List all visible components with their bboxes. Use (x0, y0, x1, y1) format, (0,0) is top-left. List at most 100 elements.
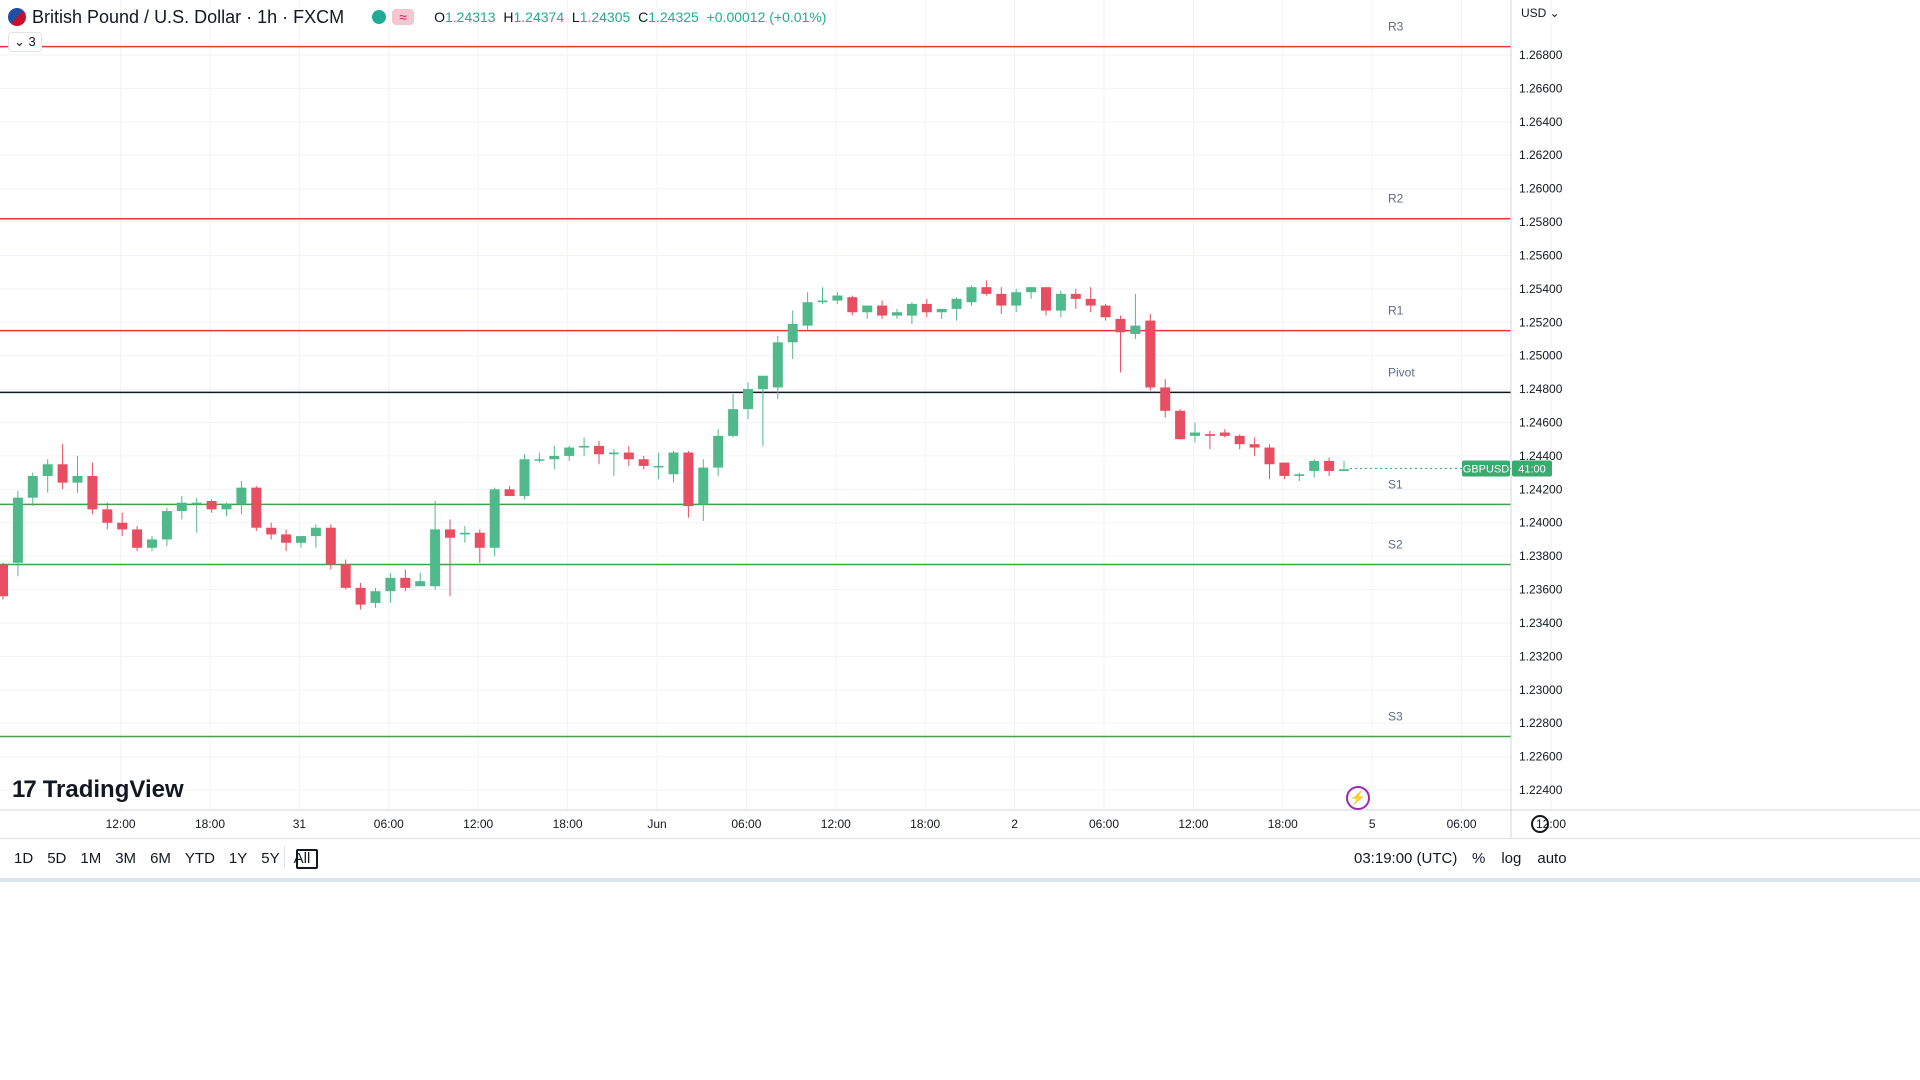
price-tick-label: 1.25200 (1519, 315, 1563, 329)
level-label-r3: R3 (1388, 20, 1404, 34)
candle-body (385, 577, 396, 592)
time-tick-label: 2 (1011, 817, 1018, 831)
range-ytd[interactable]: YTD (184, 850, 215, 867)
candle-body (847, 297, 858, 313)
level-label-r1: R1 (1388, 304, 1404, 318)
price-tick-label: 1.22400 (1519, 783, 1563, 797)
candle-body (743, 389, 753, 410)
percent-toggle[interactable]: % (1472, 850, 1486, 867)
candle-body (355, 587, 366, 605)
candle-body (251, 487, 262, 528)
candle-body (132, 529, 143, 548)
go-to-date-icon[interactable] (296, 849, 318, 869)
currency-selector[interactable]: USD ⌄ (1521, 6, 1560, 20)
candle-body (1145, 320, 1156, 388)
time-tick-label: 12:00 (821, 817, 851, 831)
candle-body (653, 465, 664, 468)
candle-body (534, 459, 545, 461)
candle-body (281, 534, 292, 543)
candle-body (1070, 293, 1081, 299)
indicators-toggle[interactable]: ⌄ 3 (8, 32, 42, 52)
candle-body (0, 564, 8, 597)
candle-body (474, 532, 485, 548)
candle-body (176, 502, 187, 512)
change-value: +0.00012 (+0.01%) (706, 9, 827, 25)
candle-body (430, 529, 441, 587)
lightning-icon[interactable]: ⚡ (1346, 786, 1370, 810)
range-5y[interactable]: 5Y (261, 850, 280, 867)
candle-body (966, 287, 977, 303)
log-toggle[interactable]: log (1501, 850, 1522, 867)
delayed-data-icon[interactable]: ≈ (392, 9, 415, 25)
time-tick-label: 18:00 (910, 817, 940, 831)
candle-body (1294, 474, 1305, 476)
ohlc-readout: O1.24313 H1.24374 L1.24305 C1.24325 +0.0… (434, 9, 827, 25)
candle-body (206, 501, 217, 510)
price-tick-label: 1.26600 (1519, 81, 1563, 95)
candle-body (1190, 432, 1200, 436)
candle-body (579, 445, 590, 448)
candle-body (1219, 432, 1230, 436)
candle-body (757, 375, 768, 390)
high-value: 1.24374 (513, 9, 565, 25)
range-5d[interactable]: 5D (47, 850, 67, 867)
range-3m[interactable]: 3M (115, 850, 137, 867)
time-tick-label: 18:00 (195, 817, 225, 831)
candle-body (862, 305, 873, 313)
auto-toggle[interactable]: auto (1537, 850, 1567, 867)
candle-body (1041, 287, 1051, 311)
time-tick-label: 31 (293, 817, 307, 831)
candle-body (564, 447, 575, 456)
price-tick-label: 1.23000 (1519, 683, 1563, 697)
market-open-icon[interactable] (372, 10, 387, 24)
price-tick-label: 1.24200 (1519, 482, 1563, 496)
candle-body (698, 467, 709, 505)
time-tick-label: 12:00 (463, 817, 493, 831)
level-label-r2: R2 (1388, 192, 1404, 206)
range-6m[interactable]: 6M (150, 850, 171, 867)
settings-gear-icon[interactable] (1531, 815, 1549, 833)
countdown-tag-label: 41:00 (1518, 463, 1546, 475)
close-value: 1.24325 (648, 9, 699, 25)
price-tick-label: 1.22800 (1519, 716, 1563, 730)
candle-body (370, 591, 381, 603)
countdown-tag (1512, 460, 1552, 477)
candle-body (12, 497, 23, 563)
candle-body (608, 452, 619, 455)
price-tick-label: 1.23600 (1519, 583, 1563, 597)
candle-body (415, 581, 426, 587)
candle-body (236, 487, 247, 505)
candle-body (117, 522, 128, 530)
price-tick-label: 1.24600 (1519, 416, 1563, 430)
time-tick-label: 06:00 (1089, 817, 1119, 831)
candle-body (147, 539, 157, 548)
range-1m[interactable]: 1M (80, 850, 102, 867)
candle-body (638, 459, 649, 466)
candle-body (57, 464, 68, 483)
candle-body (1026, 287, 1037, 293)
candle-body (772, 342, 783, 388)
candle-body (832, 295, 843, 301)
range-1y[interactable]: 1Y (228, 850, 248, 867)
price-tick-label: 1.25800 (1519, 215, 1563, 229)
level-label-s2: S2 (1388, 537, 1403, 551)
candle-body (1160, 387, 1171, 411)
level-label-pivot: Pivot (1388, 365, 1415, 379)
candle-body (817, 300, 828, 303)
time-tick-label: 18:00 (553, 817, 583, 831)
candle-body (191, 502, 202, 505)
candle-body (1234, 435, 1245, 445)
gbp-flag-icon (8, 8, 26, 26)
time-tick-label: 06:00 (374, 817, 404, 831)
level-label-s1: S1 (1388, 477, 1403, 491)
scale-options: % log auto (1472, 850, 1567, 867)
candle-body (87, 475, 98, 510)
price-tick-label: 1.24400 (1519, 449, 1563, 463)
range-1d[interactable]: 1D (14, 850, 34, 867)
candle-body (445, 529, 455, 538)
utc-clock[interactable]: 03:19:00 (UTC) (1354, 850, 1458, 867)
symbol-title[interactable]: British Pound / U.S. Dollar · 1h · FXCM (32, 6, 345, 27)
candle-body (340, 564, 351, 588)
candle-body (1309, 460, 1320, 471)
